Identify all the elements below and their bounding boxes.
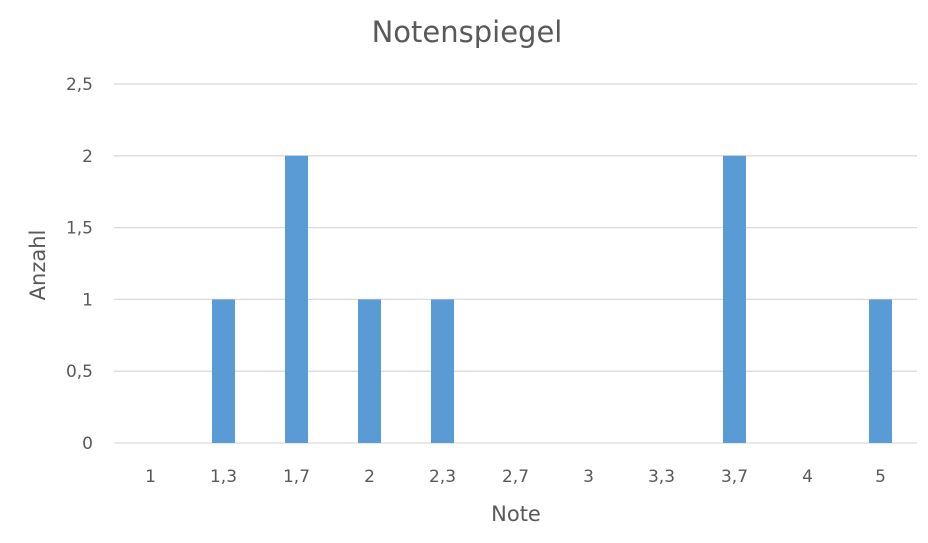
x-tick-label: 3,7 [721,467,748,487]
bar [285,155,308,444]
bar [869,299,892,443]
x-tick-label: 2 [364,467,375,487]
chart-title: Notenspiegel [372,15,563,49]
bar [212,299,235,443]
y-tick-label: 1,5 [66,219,93,239]
y-tick-label: 2 [82,147,93,167]
x-tick-label: 2,7 [502,467,529,487]
x-tick-label: 1,7 [283,467,310,487]
x-tick-label: 2,3 [429,467,456,487]
bars [212,155,892,444]
bar [723,155,746,444]
bar [431,299,454,443]
y-tick-label: 2,5 [66,75,93,95]
x-axis-ticks: 1 1,3 1,7 2 2,3 2,7 3 3,3 3,7 4 5 [145,467,886,487]
x-tick-label: 4 [802,467,813,487]
x-tick-label: 1,3 [210,467,237,487]
x-axis-label: Note [491,502,541,526]
gridlines [114,83,917,444]
y-tick-label: 1 [82,290,93,310]
bar [358,299,381,443]
y-axis-ticks: 0 0,5 1 1,5 2 2,5 [66,75,93,454]
y-tick-label: 0 [82,434,93,454]
x-tick-label: 3 [583,467,594,487]
x-tick-label: 5 [875,467,886,487]
y-axis-label: Anzahl [26,230,50,301]
x-tick-label: 3,3 [648,467,675,487]
y-tick-label: 0,5 [66,362,93,382]
x-tick-label: 1 [145,467,156,487]
